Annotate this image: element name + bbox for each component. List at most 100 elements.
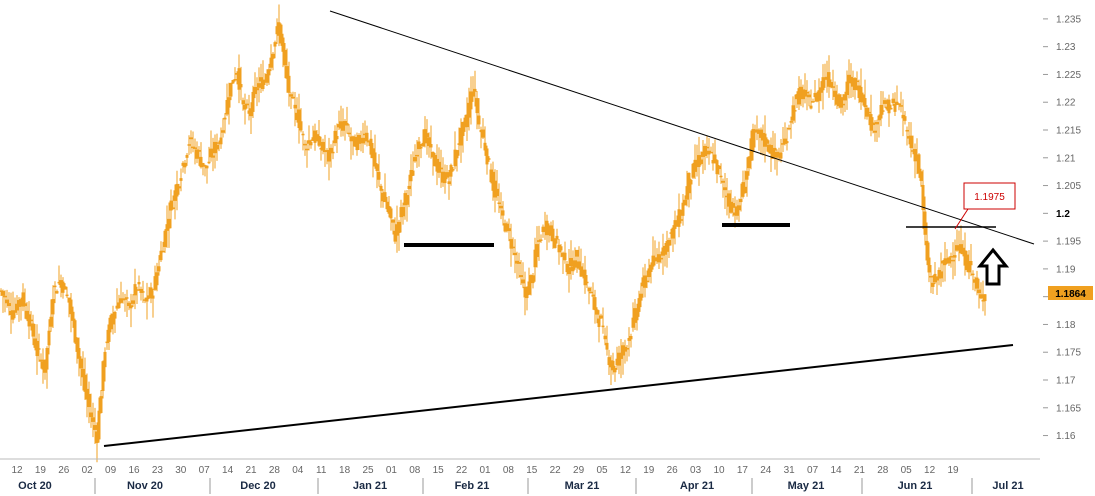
candle-body [51, 299, 55, 315]
candle-body [657, 254, 661, 263]
candle-body [717, 165, 721, 170]
x-month-label: Jan 21 [353, 480, 387, 492]
candle-body [295, 112, 299, 121]
candle-body [395, 224, 399, 236]
candle-body [973, 279, 977, 283]
candle-body [297, 109, 301, 129]
candle-body [5, 299, 9, 304]
candle-body [119, 298, 123, 303]
candle-body [781, 143, 785, 145]
candle-body [605, 342, 609, 350]
candle-body [73, 320, 77, 343]
candle-body [363, 133, 367, 136]
candle-body [59, 280, 63, 288]
candle-body [237, 68, 241, 90]
candle-body [895, 101, 899, 105]
candle-body [547, 228, 551, 232]
candle-body [331, 151, 335, 154]
x-day-label: 31 [784, 465, 796, 476]
candle-body [571, 266, 575, 272]
candle-body [563, 252, 567, 261]
candle-body [209, 148, 213, 158]
candle-body [639, 293, 643, 301]
candle-body [11, 310, 15, 320]
candle-body [901, 114, 905, 119]
candle-body [919, 171, 923, 181]
candle-body [475, 98, 479, 114]
candle-body [681, 202, 685, 216]
candle-body [703, 145, 707, 157]
candle-body [755, 129, 759, 132]
candle-body [43, 359, 47, 373]
candle-body [365, 132, 369, 142]
candle-body [207, 161, 211, 164]
candle-body [459, 127, 463, 146]
candle-body [361, 137, 365, 144]
candle-body [797, 88, 801, 105]
candle-body [903, 116, 907, 121]
candle-body [761, 132, 765, 141]
lower-trendline [103, 344, 1014, 447]
candle-body [255, 88, 259, 91]
candle-body [981, 299, 985, 302]
candle-body [501, 210, 505, 216]
y-tick-label: 1.235 [1056, 14, 1081, 25]
candle-body [111, 313, 115, 325]
candle-body [211, 155, 215, 158]
candle-body [979, 294, 983, 299]
candle-body [425, 133, 429, 138]
candle-body [229, 82, 233, 97]
candle-body [603, 335, 607, 340]
candle-body [95, 431, 99, 444]
candle-body [61, 281, 65, 293]
candle-body [663, 245, 667, 255]
candle-body [357, 134, 361, 144]
x-day-label: 17 [737, 465, 749, 476]
candle-body [531, 275, 535, 284]
candle-body [803, 89, 807, 97]
current-price-label: 1.1864 [1055, 289, 1086, 300]
candle-body [971, 273, 975, 276]
candle-body [307, 140, 311, 144]
candle-body [947, 257, 951, 264]
candle-body [147, 295, 151, 298]
candle-body [391, 219, 395, 223]
current-price-marker: 1.1864 [1048, 286, 1093, 300]
candle-body [413, 157, 417, 162]
candle-body [589, 291, 593, 294]
candle-body [45, 348, 49, 370]
candle-body [227, 97, 231, 108]
candle-body [873, 130, 877, 133]
y-tick-label: 1.2 [1056, 209, 1070, 220]
candle-body [737, 205, 741, 211]
current-price-badge [1048, 286, 1093, 300]
candle-body [0, 290, 3, 292]
candle-body [647, 268, 651, 278]
candle-body [539, 239, 543, 241]
candle-body [805, 91, 809, 94]
candle-body [513, 252, 517, 256]
candle-body [379, 185, 383, 191]
candle-body [541, 226, 545, 233]
candle-body [345, 122, 349, 126]
candle-body [721, 180, 725, 183]
candle-body [495, 188, 499, 197]
x-month-label: Oct 20 [18, 480, 52, 492]
candle-body [549, 225, 553, 236]
candle-body [809, 105, 813, 109]
candle-body [595, 309, 599, 315]
candle-body [469, 91, 473, 110]
candle-body [231, 80, 235, 84]
candle-body [729, 201, 733, 213]
candle-body [951, 259, 955, 262]
candle-body [585, 281, 589, 284]
candle-body [667, 240, 671, 246]
candle-body [7, 303, 11, 307]
candle-body [387, 206, 391, 214]
candle-body [581, 272, 585, 275]
y-tick-label: 1.23 [1056, 42, 1076, 53]
candle-body [29, 319, 33, 322]
candle-body [577, 261, 581, 269]
candle-body [383, 192, 387, 202]
candle-body [579, 266, 583, 277]
